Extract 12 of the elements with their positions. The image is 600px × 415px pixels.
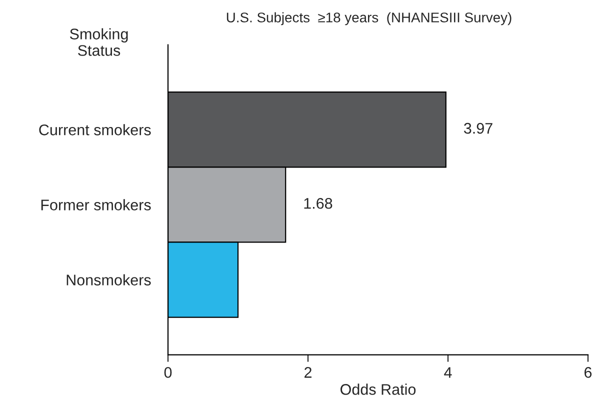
y-axis-title: Smoking Status [70, 28, 128, 56]
x-tick-label: 6 [584, 367, 592, 378]
chart-title: U.S. Subjects ≥18 years (NHANESIII Survey) [226, 12, 512, 26]
y-tick-label: Nonsmokers [66, 274, 151, 286]
x-tick-label: 2 [304, 367, 312, 378]
data-label: 3.97 [464, 122, 492, 134]
x-tick-label: 4 [444, 367, 452, 378]
x-tick-label: 0 [164, 367, 172, 378]
x-axis-title: Odds Ratio [340, 384, 416, 395]
y-tick-label: Current smokers [39, 124, 151, 136]
y-tick-label: Former smokers [41, 199, 151, 210]
data-label: 1.68 [304, 198, 332, 209]
